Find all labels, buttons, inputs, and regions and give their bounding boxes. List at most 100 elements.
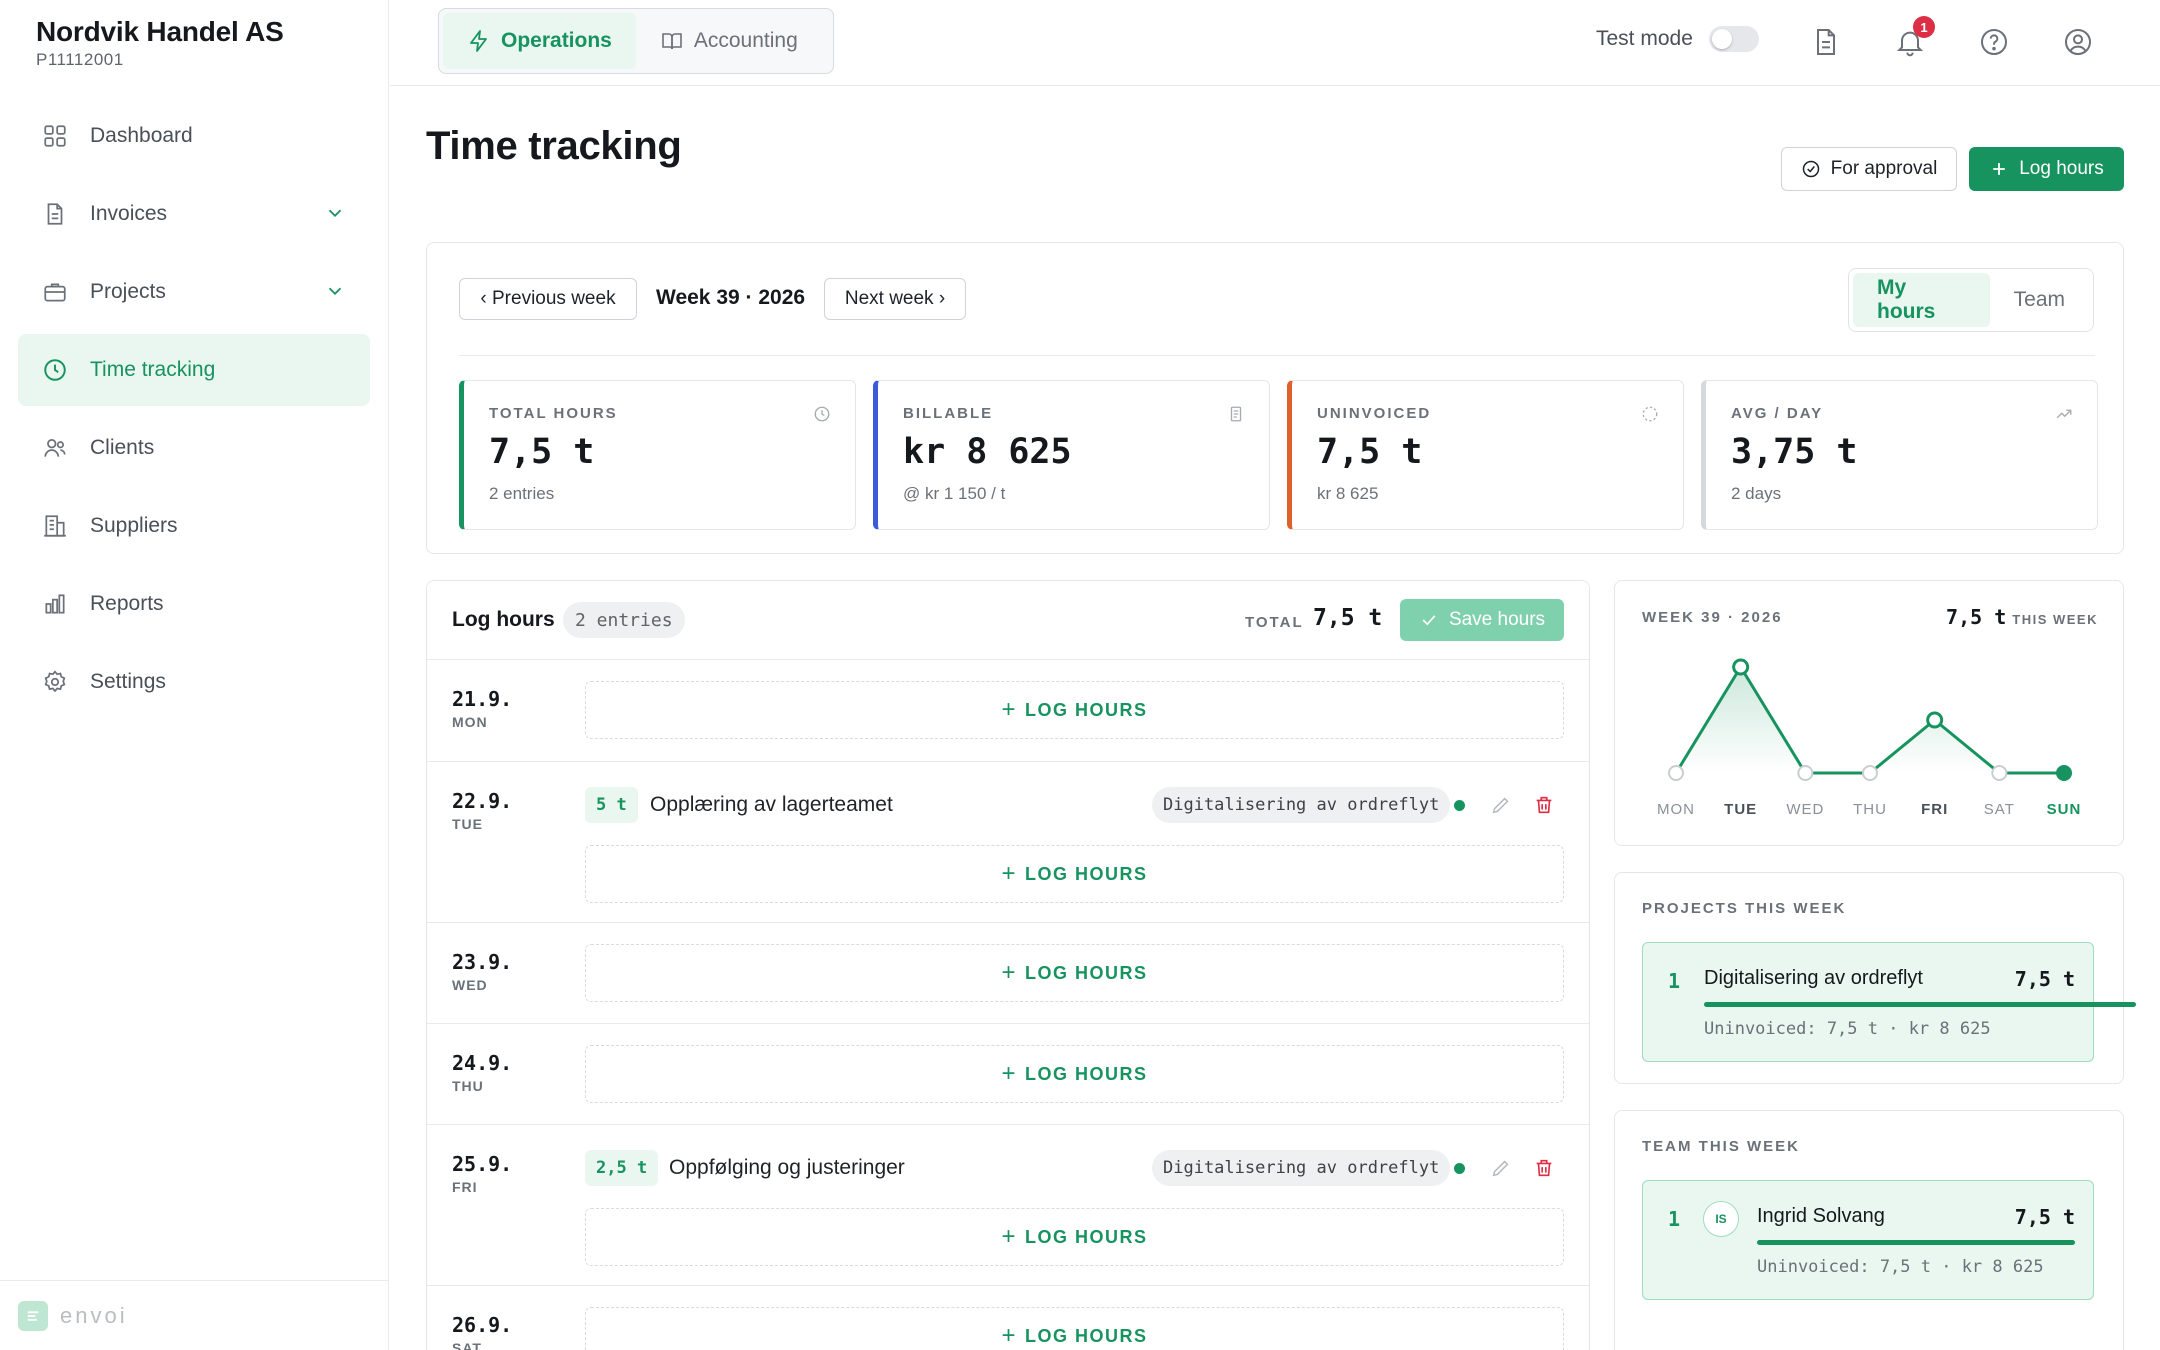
chart-point-mon bbox=[1668, 765, 1684, 781]
add-hours-label: LOG HOURS bbox=[1025, 962, 1148, 983]
day-weekday: SAT bbox=[452, 1340, 482, 1350]
edit-icon[interactable] bbox=[1490, 1157, 1512, 1179]
item-rank: 1 bbox=[1668, 969, 1681, 993]
stat-sub: kr 8 625 bbox=[1317, 484, 1379, 503]
add-hours-button[interactable]: + LOG HOURS bbox=[585, 681, 1564, 739]
sidebar-item-suppliers[interactable]: Suppliers bbox=[18, 490, 370, 562]
chevron-down-icon[interactable] bbox=[324, 280, 346, 302]
add-hours-button[interactable]: + LOG HOURS bbox=[585, 845, 1564, 903]
sidebar-item-clients[interactable]: Clients bbox=[18, 412, 370, 484]
plus-icon: + bbox=[1001, 959, 1017, 986]
mode-label: Accounting bbox=[693, 29, 798, 52]
delete-icon[interactable] bbox=[1533, 1157, 1555, 1179]
notification-bell[interactable]: 1 bbox=[1894, 16, 1935, 58]
item-share-fill bbox=[1757, 1240, 2075, 1245]
team-member-item[interactable]: 1 IS Ingrid Solvang 7,5 t Uninvoiced: 7,… bbox=[1642, 1180, 2094, 1300]
section-title: TEAM THIS WEEK bbox=[1642, 1138, 1800, 1155]
book-icon bbox=[660, 29, 684, 53]
item-name: Digitalisering av ordreflyt bbox=[1704, 967, 1923, 989]
day-row-wed: 23.9. WED + LOG HOURS bbox=[427, 924, 1589, 1024]
item-sub: Uninvoiced: 7,5 t · kr 8 625 bbox=[1757, 1257, 2044, 1277]
chart-tick-label: WED bbox=[1786, 801, 1824, 818]
stat-sub: 2 days bbox=[1731, 484, 1782, 503]
for-approval-button[interactable]: For approval bbox=[1781, 147, 1957, 191]
chevron-down-icon[interactable] bbox=[324, 202, 346, 224]
sidebar-item-reports[interactable]: Reports bbox=[18, 568, 370, 640]
grid-icon bbox=[42, 123, 68, 149]
sidebar: Nordvik Handel AS P11112001 Dashboard In… bbox=[0, 0, 389, 1350]
add-hours-button[interactable]: + LOG HOURS bbox=[585, 1208, 1564, 1266]
plus-icon: + bbox=[1001, 1223, 1017, 1250]
gear-icon bbox=[42, 669, 68, 695]
sidebar-item-settings[interactable]: Settings bbox=[18, 646, 370, 718]
company-name: Nordvik Handel AS bbox=[36, 16, 284, 47]
chart-title: WEEK 39 · 2026 bbox=[1642, 609, 1783, 626]
user-account-icon[interactable] bbox=[2062, 26, 2094, 58]
divider bbox=[459, 355, 2095, 356]
file-icon bbox=[42, 201, 68, 227]
test-mode-label: Test mode bbox=[1596, 27, 1693, 50]
item-name: Ingrid Solvang bbox=[1757, 1205, 1885, 1227]
time-entry[interactable]: 2,5 t Oppfølging og justeringer Digitali… bbox=[585, 1150, 1564, 1190]
plus-icon: + bbox=[1001, 860, 1017, 887]
add-hours-button[interactable]: + LOG HOURS bbox=[585, 1307, 1564, 1350]
previous-week-button[interactable]: ‹ Previous week bbox=[459, 278, 637, 320]
test-mode-toggle[interactable] bbox=[1708, 26, 1759, 52]
day-weekday: THU bbox=[452, 1078, 484, 1094]
company-id: P11112001 bbox=[36, 50, 124, 69]
sidebar-item-invoices[interactable]: Invoices bbox=[18, 178, 370, 250]
sidebar-item-projects[interactable]: Projects bbox=[18, 256, 370, 328]
brand-name: envoi bbox=[60, 1302, 128, 1328]
total-value: 7,5 t bbox=[1313, 605, 1383, 631]
edit-icon[interactable] bbox=[1490, 794, 1512, 816]
help-icon[interactable] bbox=[1978, 26, 2010, 58]
sidebar-item-label: Time tracking bbox=[90, 358, 216, 381]
trending-up-icon bbox=[2055, 405, 2073, 423]
test-mode: Test mode bbox=[1596, 26, 1759, 52]
stat-total-hours: TOTAL HOURS 7,5 t 2 entries bbox=[459, 380, 856, 530]
mode-accounting[interactable]: Accounting bbox=[636, 13, 822, 69]
next-week-button[interactable]: Next week › bbox=[824, 278, 966, 320]
delete-icon[interactable] bbox=[1533, 794, 1555, 816]
day-row-mon: 21.9. MON + LOG HOURS bbox=[427, 661, 1589, 762]
add-hours-button[interactable]: + LOG HOURS bbox=[585, 944, 1564, 1002]
tab-my-hours[interactable]: My hours bbox=[1853, 273, 1990, 327]
day-date: 26.9. bbox=[452, 1313, 513, 1337]
day-row-thu: 24.9. THU + LOG HOURS bbox=[427, 1025, 1589, 1125]
mode-operations[interactable]: Operations bbox=[443, 13, 636, 69]
stat-label: UNINVOICED bbox=[1317, 405, 1432, 422]
add-hours-button[interactable]: + LOG HOURS bbox=[585, 1045, 1564, 1103]
project-item[interactable]: 1 Digitalisering av ordreflyt 7,5 t Unin… bbox=[1642, 942, 2136, 1062]
day-weekday: MON bbox=[452, 714, 488, 730]
stat-avg-day: AVG / DAY 3,75 t 2 days bbox=[1701, 380, 2098, 530]
notification-badge: 1 bbox=[1913, 16, 1935, 38]
add-hours-label: LOG HOURS bbox=[1025, 1325, 1148, 1346]
section-title: PROJECTS THIS WEEK bbox=[1642, 900, 1847, 917]
bell-icon bbox=[1896, 31, 1924, 57]
building-icon bbox=[42, 513, 68, 539]
stat-billable: BILLABLE kr 8 625 @ kr 1 150 / t bbox=[873, 380, 1270, 530]
sidebar-item-label: Reports bbox=[90, 592, 164, 615]
time-entry[interactable]: 5 t Opplæring av lagerteamet Digitaliser… bbox=[585, 787, 1564, 827]
company-header: Nordvik Handel AS P11112001 bbox=[36, 16, 284, 70]
log-hours-button[interactable]: Log hours bbox=[1969, 147, 2124, 191]
sidebar-item-dashboard[interactable]: Dashboard bbox=[18, 100, 370, 172]
week-chart-card: WEEK 39 · 2026 7,5 t THIS WEEK MON TUE WED T… bbox=[1614, 580, 2124, 846]
day-row-fri: 25.9. FRI 2,5 t Oppfølging og justeringe… bbox=[427, 1126, 1589, 1286]
chart-tick-label: SAT bbox=[1984, 801, 2015, 818]
plus-icon: + bbox=[1001, 1322, 1017, 1349]
item-value: 7,5 t bbox=[2014, 967, 2075, 991]
clock-icon bbox=[42, 357, 68, 383]
sidebar-footer: envoi bbox=[0, 1280, 389, 1350]
chart-total: 7,5 t THIS WEEK bbox=[1946, 605, 2098, 630]
sidebar-item-label: Clients bbox=[90, 436, 155, 459]
clock-icon bbox=[813, 405, 831, 423]
chart-tick-label: THU bbox=[1853, 801, 1887, 818]
entry-hours: 2,5 t bbox=[585, 1150, 659, 1186]
document-icon[interactable] bbox=[1810, 26, 1842, 58]
tab-team[interactable]: Team bbox=[2013, 288, 2065, 311]
save-hours-button[interactable]: Save hours bbox=[1400, 599, 1564, 641]
sidebar-item-time-tracking[interactable]: Time tracking bbox=[18, 334, 370, 406]
day-date: 23.9. bbox=[452, 950, 513, 974]
sidebar-item-label: Suppliers bbox=[90, 514, 178, 537]
